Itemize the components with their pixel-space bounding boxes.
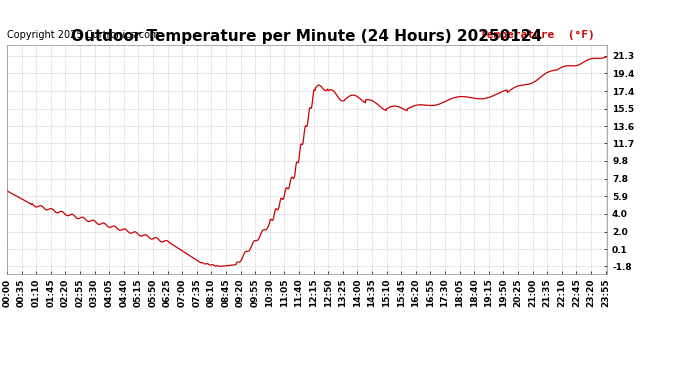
Title: Outdoor Temperature per Minute (24 Hours) 20250124: Outdoor Temperature per Minute (24 Hours… — [72, 29, 542, 44]
Text: Temperature  (°F): Temperature (°F) — [480, 30, 595, 40]
Text: Copyright 2025 Curtronics.com: Copyright 2025 Curtronics.com — [7, 30, 159, 40]
